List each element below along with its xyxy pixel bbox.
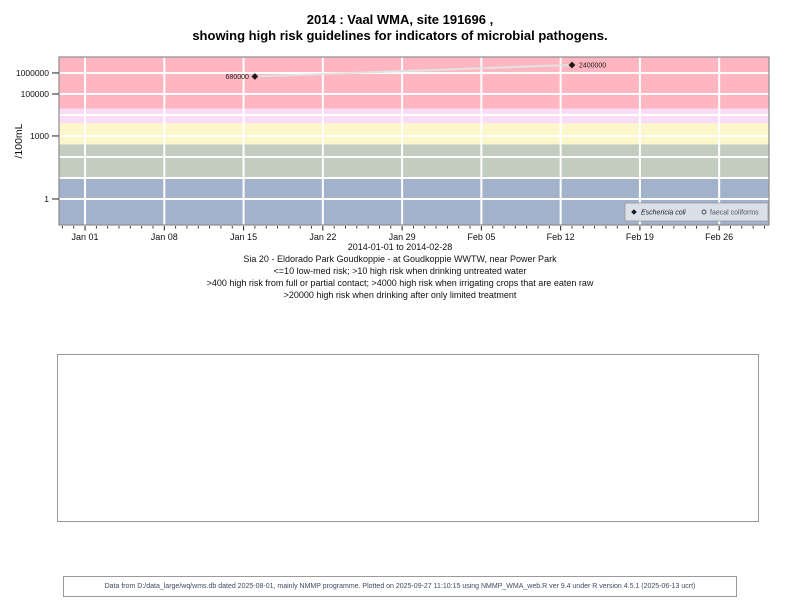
caption-line: <=10 low-med risk; >10 high risk when dr… xyxy=(273,266,527,276)
legend-label-faecal: faecal coliforms xyxy=(710,210,759,217)
y-tick-label: 1000000 xyxy=(16,68,49,78)
data-point-label: 2400000 xyxy=(579,62,606,69)
x-axis: Jan 01 Jan 08 Jan 15 Jan 22 Jan 29 Feb 05 Feb … xyxy=(61,226,765,242)
x-tick-label: Feb 19 xyxy=(626,232,654,242)
series-line xyxy=(254,63,573,78)
legend: Eschericia coli faecal coliforms xyxy=(624,202,769,222)
plot-border xyxy=(58,56,770,226)
series: 680000 2400000 xyxy=(226,61,606,81)
legend-label-ecoli: Eschericia coli xyxy=(641,210,686,217)
x-tick-label: Feb 26 xyxy=(705,232,733,242)
legend-circle-icon xyxy=(701,209,707,215)
risk-band xyxy=(59,123,769,145)
x-tick-label: Jan 29 xyxy=(389,232,416,242)
legend-diamond-icon xyxy=(631,209,637,215)
risk-band xyxy=(59,108,769,124)
chart-title-line2: showing high risk guidelines for indicat… xyxy=(192,28,608,43)
data-point-label: 680000 xyxy=(226,74,249,81)
chart-captions: 2014-01-01 to 2014-02-28 Sia 20 - Eldorad… xyxy=(0,241,800,301)
risk-band xyxy=(59,57,769,109)
footer-text: Data from D:/data_large/wq/wms.db dated … xyxy=(104,583,696,590)
x-tick-label: Feb 05 xyxy=(467,232,495,242)
x-tick-label: Jan 01 xyxy=(72,232,99,242)
caption-line: >400 high risk from full or partial cont… xyxy=(206,278,594,288)
footer-provenance: Data from D:/data_large/wq/wms.db dated … xyxy=(63,576,737,597)
risk-bands xyxy=(59,57,769,225)
data-point-diamond xyxy=(251,73,259,80)
y-axis-title: /100mL xyxy=(13,123,25,158)
chart-title-line1: 2014 : Vaal WMA, site 191696 , xyxy=(306,12,494,27)
y-axis: 1 1000 100000 1000000/100mL xyxy=(13,68,59,204)
empty-panel xyxy=(57,354,759,522)
caption-line: >20000 high risk when drinking after onl… xyxy=(283,290,517,300)
x-tick-label: Feb 12 xyxy=(547,232,575,242)
data-point-diamond xyxy=(568,61,576,69)
y-tick-label: 1000 xyxy=(30,131,49,141)
y-tick-label: 100000 xyxy=(21,89,50,99)
caption-line: Sia 20 - Eldorado Park Goudkoppie - at G… xyxy=(243,254,557,264)
gridlines xyxy=(59,57,769,225)
chart-title: 2014 : Vaal WMA, site 191696 , showing h… xyxy=(0,12,800,44)
y-tick-label: 1 xyxy=(44,194,49,204)
risk-band xyxy=(59,144,769,178)
caption-line: 2014-01-01 to 2014-02-28 xyxy=(347,242,453,252)
x-tick-label: Jan 22 xyxy=(309,232,336,242)
legend-box xyxy=(624,202,769,222)
x-tick-label: Jan 08 xyxy=(151,232,178,242)
x-tick-label: Jan 15 xyxy=(230,232,257,242)
